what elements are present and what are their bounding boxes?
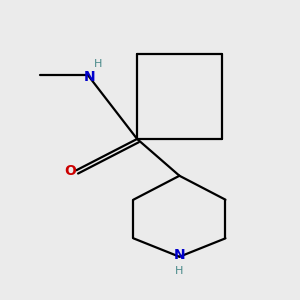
Text: N: N <box>83 70 95 84</box>
Text: O: O <box>64 164 76 178</box>
Text: H: H <box>175 266 184 276</box>
Text: N: N <box>174 248 185 262</box>
Text: H: H <box>94 58 103 68</box>
